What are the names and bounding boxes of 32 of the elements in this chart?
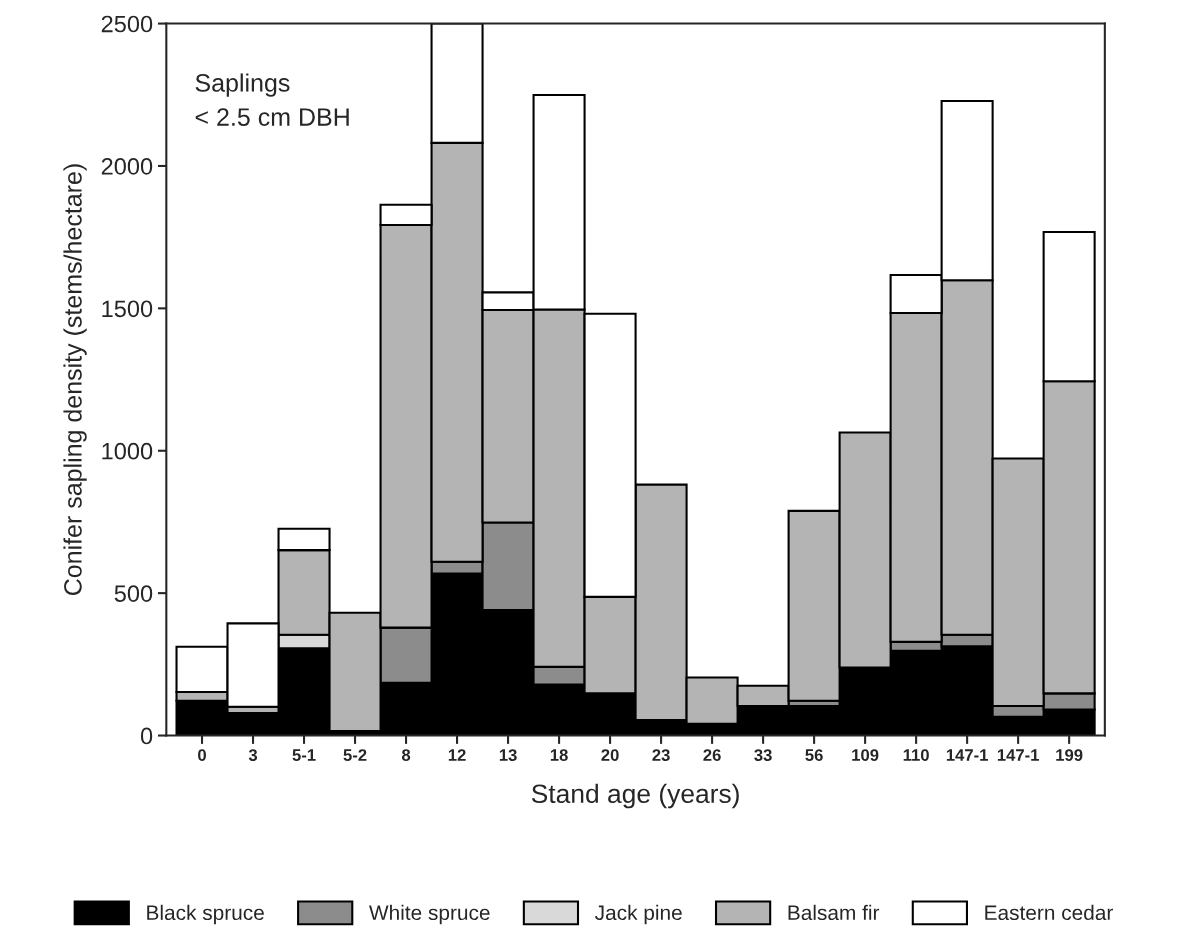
x-tick-label: 12: [448, 749, 466, 761]
x-tick-label: 199: [1056, 749, 1083, 761]
x-axis-title: Stand age (years): [531, 783, 739, 809]
x-tick-label: 5-2: [343, 749, 367, 761]
x-tick-label: 26: [703, 749, 721, 761]
x-tick-label: 56: [805, 749, 823, 761]
x-tick-label: 13: [499, 749, 517, 761]
x-tick-label: 18: [550, 749, 568, 761]
y-tick-label: 2500: [101, 15, 153, 33]
y-tick-label: 1500: [102, 300, 153, 318]
x-tick-label: 147-1: [997, 749, 1039, 761]
legend-label: Black spruce: [147, 904, 264, 925]
x-tick-label: 0: [198, 749, 206, 761]
x-tick-label: 8: [401, 749, 411, 761]
x-tick-label: 147-1: [946, 749, 988, 761]
y-tick-label: 1000: [102, 442, 153, 460]
y-tick-label: 500: [114, 585, 153, 602]
annotation: Saplings < 2.5 cm DBH: [195, 73, 349, 126]
x-tick-label: 110: [903, 749, 929, 761]
y-tick-label: 2000: [101, 158, 153, 175]
legend-label: White spruce: [369, 904, 490, 925]
x-tick-label: 109: [852, 749, 879, 761]
legend-label: Balsam fir: [788, 904, 880, 921]
legend-label: Eastern cedar: [985, 904, 1113, 921]
x-tick-label: 23: [652, 749, 670, 761]
x-tick-label: 33: [754, 749, 772, 761]
y-tick-label: 0: [140, 727, 153, 745]
legend-label: Jack pine: [595, 904, 682, 925]
x-tick-label: 20: [601, 749, 619, 761]
x-tick-label: 5-1: [292, 749, 316, 761]
x-tick-label: 3: [248, 749, 258, 761]
y-axis-title: Conifer sapling density (stems/hectare): [63, 164, 87, 596]
